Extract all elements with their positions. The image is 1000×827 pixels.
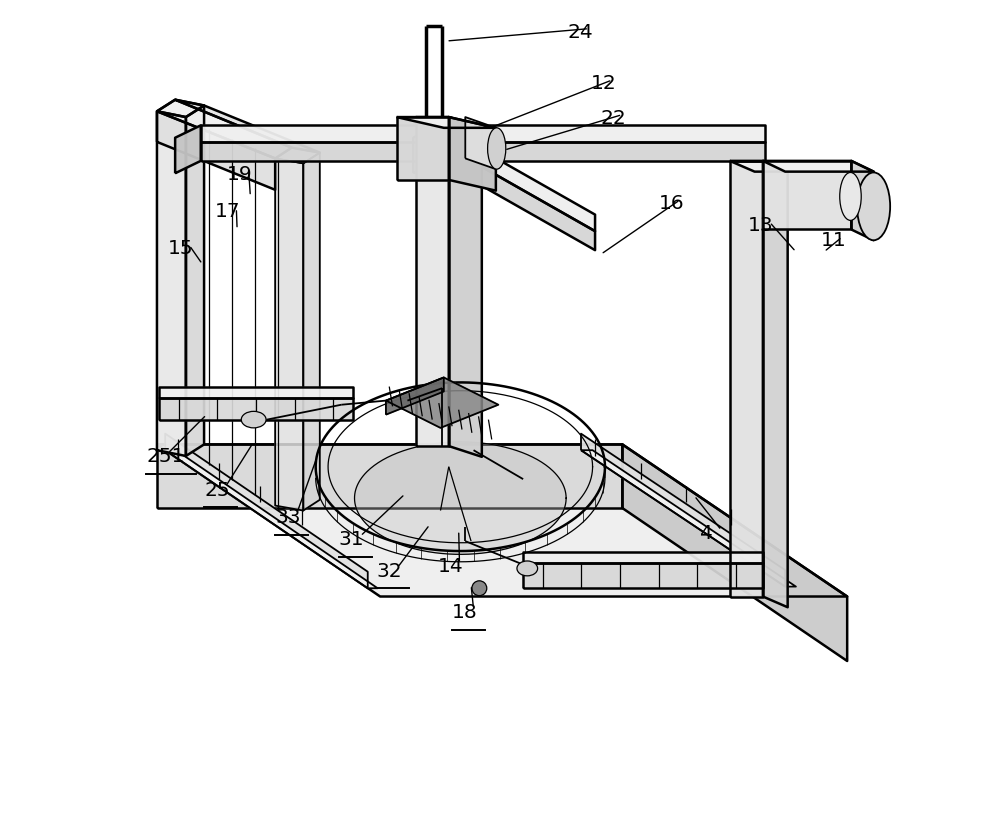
Polygon shape (413, 127, 438, 174)
Polygon shape (386, 378, 444, 415)
Polygon shape (157, 101, 292, 160)
Polygon shape (438, 127, 595, 232)
Polygon shape (438, 143, 595, 251)
Text: 24: 24 (568, 22, 594, 41)
Text: 22: 22 (601, 108, 627, 127)
Text: 12: 12 (591, 74, 617, 93)
Polygon shape (159, 399, 353, 420)
Ellipse shape (488, 129, 506, 170)
Text: 18: 18 (452, 602, 478, 621)
Text: 32: 32 (376, 561, 402, 580)
Text: 15: 15 (168, 239, 193, 258)
Ellipse shape (857, 173, 890, 241)
Text: 25: 25 (204, 480, 230, 499)
Polygon shape (355, 442, 566, 555)
Polygon shape (186, 107, 204, 457)
Polygon shape (201, 127, 765, 143)
Text: 33: 33 (275, 507, 301, 526)
Text: 16: 16 (659, 194, 684, 213)
Polygon shape (622, 445, 847, 661)
Polygon shape (397, 118, 449, 180)
Polygon shape (397, 118, 496, 129)
Polygon shape (851, 162, 874, 241)
Polygon shape (523, 564, 763, 589)
Polygon shape (763, 162, 874, 172)
Polygon shape (730, 162, 788, 172)
Polygon shape (157, 445, 847, 597)
Polygon shape (416, 118, 449, 447)
Circle shape (472, 581, 487, 596)
Polygon shape (165, 434, 368, 589)
Text: 17: 17 (215, 202, 240, 221)
Polygon shape (159, 387, 353, 399)
Polygon shape (449, 118, 482, 457)
Polygon shape (175, 127, 201, 174)
Polygon shape (157, 101, 204, 118)
Polygon shape (763, 162, 788, 608)
Ellipse shape (517, 562, 538, 576)
Ellipse shape (241, 412, 266, 428)
Polygon shape (763, 162, 851, 230)
Text: 251: 251 (146, 447, 185, 466)
Text: 14: 14 (438, 557, 464, 576)
Polygon shape (303, 154, 320, 511)
Polygon shape (275, 160, 303, 511)
Text: 19: 19 (227, 165, 253, 184)
Text: 31: 31 (339, 529, 364, 548)
Polygon shape (416, 118, 482, 129)
Polygon shape (157, 112, 275, 190)
Polygon shape (157, 445, 622, 509)
Text: 13: 13 (748, 216, 774, 235)
Polygon shape (465, 118, 496, 170)
Polygon shape (386, 378, 498, 428)
Ellipse shape (840, 173, 861, 221)
Polygon shape (581, 434, 785, 587)
Polygon shape (201, 143, 765, 162)
Text: 4: 4 (700, 523, 713, 543)
Text: 11: 11 (821, 231, 846, 250)
Polygon shape (730, 162, 763, 597)
Polygon shape (449, 118, 496, 191)
Polygon shape (175, 101, 320, 154)
Polygon shape (165, 451, 378, 589)
Polygon shape (523, 552, 763, 564)
Polygon shape (157, 112, 186, 457)
Polygon shape (581, 451, 796, 587)
Polygon shape (275, 149, 320, 165)
